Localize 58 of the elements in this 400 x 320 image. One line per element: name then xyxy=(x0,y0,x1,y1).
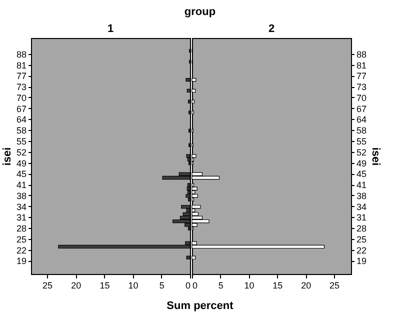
x-tick-label: 15 xyxy=(100,280,110,290)
y-axis-title: isei xyxy=(1,147,14,166)
x-tick-label: 0 xyxy=(192,280,198,290)
y-tick-label: 52 xyxy=(16,147,26,158)
y-tick-label: 45 xyxy=(356,169,367,180)
y-tick-label: 41 xyxy=(16,180,26,190)
y-tick-label: 19 xyxy=(16,256,26,266)
chart-title: 1 xyxy=(107,23,114,35)
y-tick-label: 28 xyxy=(356,224,367,234)
y-tick-label: 55 xyxy=(356,136,367,146)
y-tick-label: 49 xyxy=(356,158,367,168)
y-tick-label: 55 xyxy=(16,136,26,146)
y-tick-label: 34 xyxy=(16,202,26,212)
y-tick-label: 38 xyxy=(356,190,367,201)
y-tick-label: 31 xyxy=(16,212,26,223)
y-tick-label: 58 xyxy=(16,126,26,136)
y-tick-label: 77 xyxy=(356,71,367,82)
y-tick-label: 41 xyxy=(356,180,367,190)
y-tick-label: 58 xyxy=(356,126,367,136)
y-tick-label: 25 xyxy=(356,234,367,244)
x-tick-label: 10 xyxy=(244,280,254,290)
x-tick-label: 25 xyxy=(42,280,53,290)
y-tick-label: 64 xyxy=(16,114,26,125)
y-tick-label: 81 xyxy=(356,60,367,70)
y-tick-label: 88 xyxy=(16,49,26,60)
y-tick-label: 70 xyxy=(356,92,367,103)
x-tick-label: 5 xyxy=(159,280,164,290)
y-tick-label: 64 xyxy=(356,114,367,125)
x-tick-label: 20 xyxy=(71,280,82,290)
y-tick-label: 88 xyxy=(356,49,367,60)
y-tick-label: 73 xyxy=(16,82,26,92)
y-tick-label: 67 xyxy=(356,104,367,114)
x-tick-label: 25 xyxy=(329,280,340,290)
x-tick-label: 10 xyxy=(128,280,138,290)
y-tick-label: 77 xyxy=(16,71,26,82)
y-tick-label: 49 xyxy=(16,158,26,168)
y-tick-label: 67 xyxy=(16,104,26,114)
y-tick-label: 38 xyxy=(16,190,26,201)
y-tick-label: 25 xyxy=(16,234,26,244)
chart-title: 2 xyxy=(268,23,275,35)
text: group xyxy=(183,6,217,18)
y-tick-label: 22 xyxy=(16,245,26,256)
x-axis-title: Sum percent xyxy=(166,300,234,312)
y-tick-label: 31 xyxy=(356,212,367,223)
y-tick-label: 45 xyxy=(16,169,26,180)
x-tick-label: 0 xyxy=(185,280,190,290)
x-tick-label: 5 xyxy=(218,280,224,290)
y-tick-label: 19 xyxy=(356,256,367,266)
x-tick-label: 20 xyxy=(301,280,312,290)
x-tick-label: 15 xyxy=(272,280,283,290)
y-tick-label: 70 xyxy=(16,92,26,103)
y-tick-label: 34 xyxy=(356,202,367,212)
y-tick-label: 52 xyxy=(356,147,367,158)
y-tick-label: 22 xyxy=(356,245,367,256)
y-tick-label: 81 xyxy=(16,60,26,70)
y-tick-label: 28 xyxy=(16,224,26,234)
y-axis-title: isei xyxy=(370,147,382,166)
y-tick-label: 73 xyxy=(356,82,367,92)
